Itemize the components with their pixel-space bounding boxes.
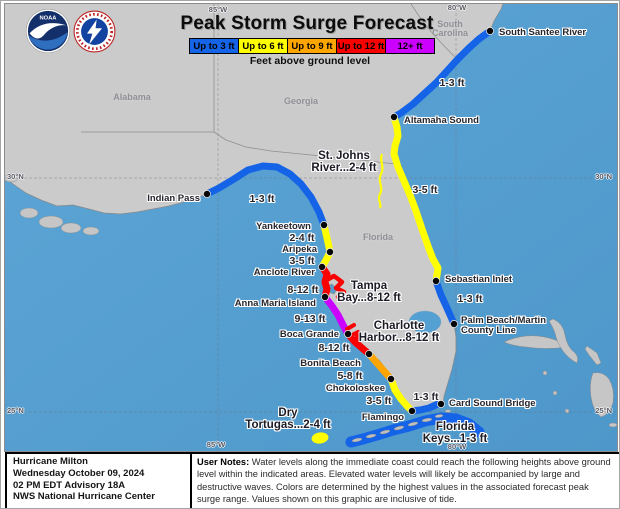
tampa-bay-red-fingers (322, 273, 347, 300)
band-flamingo-cardsound-blue (408, 400, 442, 415)
lake-okeechobee (408, 310, 442, 334)
advisory-number: 02 PM EDT Advisory 18A (13, 479, 126, 491)
band-chokoloskee-flamingo-yellow (387, 375, 415, 414)
range-label-east-1-3ft: 1-3 ft (457, 293, 483, 305)
area-label-dry-tortugas: Dry Tortugas...2-4 ft (245, 407, 330, 432)
legend-item-up-to-6ft: Up to 6 ft (238, 38, 288, 54)
range-label-west-2-4ft: 2-4 ft (289, 232, 315, 244)
palm-beach-line2: County Line (461, 324, 516, 336)
legend-units-note: Feet above ground level (249, 55, 371, 67)
state-label-georgia: Georgia (283, 96, 319, 106)
dry-tortugas-band (311, 432, 329, 444)
advisory-info-box: Hurricane Milton Wednesday October 09, 2… (5, 452, 204, 508)
point-label-aripeka: Aripeka (282, 244, 317, 255)
range-label-west-8-12ft: 8-12 ft (287, 284, 319, 296)
advisory-storm-name: Hurricane Milton (13, 456, 88, 467)
bahamas-islands (503, 318, 618, 428)
legend-item-12plus-ft: 12+ ft (385, 38, 435, 54)
band-sebastian-palmbeach-blue (432, 277, 458, 328)
state-label-alabama: Alabama (113, 92, 151, 102)
band-southsantee-altamaha-blue (390, 27, 494, 121)
user-notes-text: Water levels along the immediate coast c… (197, 457, 611, 505)
band-indianpass-yankeetown-blue (203, 162, 328, 229)
point-label-anna-maria-island: Anna Maria Island (234, 298, 316, 309)
range-label-west-3-5ft: 3-5 ft (289, 255, 315, 267)
tampa-bay-line2: Bay...8-12 ft (337, 292, 401, 305)
tick-85w-bottom: 85°W (206, 440, 226, 449)
tick-25n-left: 25°N (7, 406, 24, 415)
state-label-south-carolina: South Carolina (431, 19, 468, 38)
tick-25n-right: 25°N (595, 406, 612, 415)
point-label-palm-beach-martin-county-line: Palm Beach/Martin County Line (461, 316, 546, 335)
tick-30n-right: 30°N (595, 172, 612, 181)
band-altamaha-sebastian-yellow (390, 113, 442, 285)
area-label-tampa-bay: Tampa Bay...8-12 ft (337, 280, 401, 305)
point-label-boca-grande: Boca Grande (279, 329, 339, 340)
tampa-bay-line1: Tampa (350, 280, 388, 292)
point-label-flamingo: Flamingo (361, 412, 405, 423)
st-johns-river-band (377, 153, 384, 209)
tick-80w-top: 80°W (447, 3, 467, 12)
advisory-date: Wednesday October 09, 2024 (13, 467, 145, 479)
legend-item-up-to-12ft: Up to 12 ft (336, 38, 386, 54)
user-notes-label: User Notes: (197, 457, 250, 467)
range-label-east-3-5ft: 3-5 ft (412, 184, 438, 196)
dry-tortugas-line1: Dry (278, 407, 298, 419)
map-canvas (4, 3, 618, 452)
range-label-bigbend-1-3ft: 1-3 ft (249, 193, 275, 205)
range-label-south-8-12ft: 8-12 ft (318, 342, 350, 354)
area-label-st-johns-river: St. Johns River...2-4 ft (311, 150, 376, 175)
map-frame (4, 3, 618, 452)
area-label-charlotte-harbor: Charlotte Harbor...8-12 ft (359, 320, 440, 345)
range-label-west-9-13ft: 9-13 ft (294, 313, 326, 325)
surge-legend: Up to 3 ft Up to 6 ft Up to 9 ft Up to 1… (189, 38, 435, 54)
noaa-logo-icon: NOAA (25, 8, 71, 54)
charlotte-harbor-line1: Charlotte (373, 320, 425, 332)
florida-keys-line1: Florida (435, 421, 475, 433)
svg-text:NOAA: NOAA (40, 16, 57, 22)
range-label-south-5-8ft: 5-8 ft (337, 370, 363, 382)
point-label-anclote-river: Anclote River (253, 267, 315, 278)
point-label-card-sound-bridge: Card Sound Bridge (449, 398, 536, 409)
point-label-yankeetown: Yankeetown (256, 221, 311, 232)
state-label-florida: Florida (362, 232, 394, 242)
state-borders (81, 3, 457, 165)
florida-keys-islets (351, 409, 452, 443)
nws-logo-icon (73, 10, 116, 53)
band-annamaria-bocagrande-magenta (321, 293, 352, 338)
st-johns-line1: St. Johns (318, 150, 370, 162)
location-dots (203, 27, 494, 415)
point-label-chokoloskee: Chokoloskee (325, 383, 385, 394)
point-label-south-santee-river: South Santee River (499, 27, 587, 38)
band-bonita-chokoloskee-orange (365, 350, 395, 383)
st-johns-line2: River...2-4 ft (311, 162, 377, 175)
graticule (4, 3, 618, 452)
legend-item-up-to-9ft: Up to 9 ft (287, 38, 337, 54)
point-label-bonita-beach: Bonita Beach (300, 358, 361, 369)
point-label-sebastian-inlet: Sebastian Inlet (445, 274, 513, 285)
area-label-florida-keys: Florida Keys...1-3 ft (423, 421, 488, 446)
tick-30n-left: 30°N (7, 172, 24, 181)
range-label-south-1-3ft: 1-3 ft (413, 391, 439, 403)
point-label-altamaha-sound: Altamaha Sound (404, 115, 479, 126)
tick-80w-bottom: 80°W (447, 442, 467, 451)
range-label-southwest-3-5ft: 3-5 ft (366, 395, 392, 407)
advisory-issuer: NWS National Hurricane Center (13, 491, 155, 503)
point-label-indian-pass: Indian Pass (147, 193, 200, 204)
charlotte-harbor-line2: Harbor...8-12 ft (358, 332, 440, 345)
range-label-northeast-1-3ft: 1-3 ft (439, 77, 465, 89)
florida-keys-line2: Keys...1-3 ft (422, 433, 488, 446)
legend-item-up-to-3ft: Up to 3 ft (189, 38, 239, 54)
tick-85w-top: 85°W (208, 5, 228, 14)
dry-tortugas-line2: Tortugas...2-4 ft (245, 419, 331, 432)
user-notes-box: User Notes: Water levels along the immed… (190, 452, 619, 508)
page-title: Peak Storm Surge Forecast (180, 13, 434, 34)
palm-beach-line1: Palm Beach/Martin (461, 315, 546, 326)
